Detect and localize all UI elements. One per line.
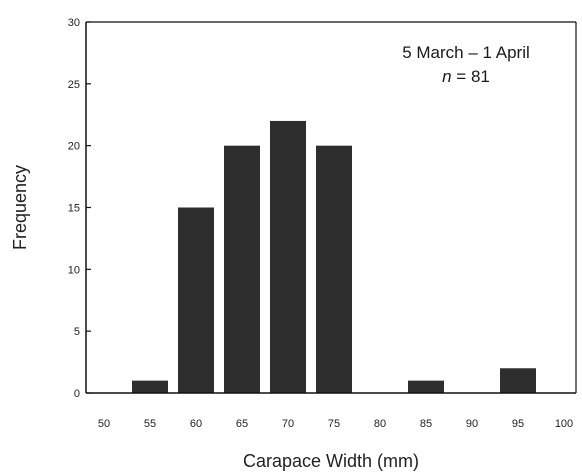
annotation-n-symbol: n (442, 67, 451, 86)
bars (132, 120, 536, 393)
y-tick-label: 10 (68, 264, 80, 276)
x-tick-label: 80 (374, 418, 386, 430)
y-tick-label: 5 (74, 326, 80, 338)
bar-75 (316, 145, 352, 393)
y-tick-label: 20 (68, 141, 80, 153)
chart-annotation: 5 March – 1 April n = 81 (402, 43, 530, 86)
annotation-sample-size: n = 81 (442, 67, 490, 86)
y-tick-label: 15 (68, 203, 80, 215)
x-axis-ticks: 50 55 60 65 70 75 80 85 90 95 100 (98, 418, 573, 430)
x-tick-label: 50 (98, 418, 110, 430)
x-tick-label: 75 (328, 418, 340, 430)
annotation-date-range: 5 March – 1 April (402, 43, 530, 62)
x-tick-label: 95 (512, 418, 524, 430)
x-tick-label: 65 (236, 418, 248, 430)
bar-60 (178, 207, 214, 393)
y-tick-label: 25 (68, 79, 80, 91)
x-tick-label: 100 (555, 418, 573, 430)
bar-70 (270, 120, 306, 393)
bar-55 (132, 380, 168, 393)
x-tick-label: 55 (144, 418, 156, 430)
x-axis-title: Carapace Width (mm) (243, 451, 419, 471)
x-tick-label: 85 (420, 418, 432, 430)
y-tick-label: 0 (74, 388, 80, 400)
bar-65 (224, 145, 260, 393)
y-tick-label: 30 (68, 17, 80, 29)
x-tick-label: 70 (282, 418, 294, 430)
y-axis-ticks: 0 5 10 15 20 25 30 (68, 17, 91, 400)
annotation-n-value: = 81 (452, 67, 490, 86)
bar-85 (408, 380, 444, 393)
x-tick-label: 60 (190, 418, 202, 430)
x-tick-label: 90 (466, 418, 478, 430)
bar-95 (500, 368, 536, 393)
y-axis-title: Frequency (10, 165, 30, 250)
